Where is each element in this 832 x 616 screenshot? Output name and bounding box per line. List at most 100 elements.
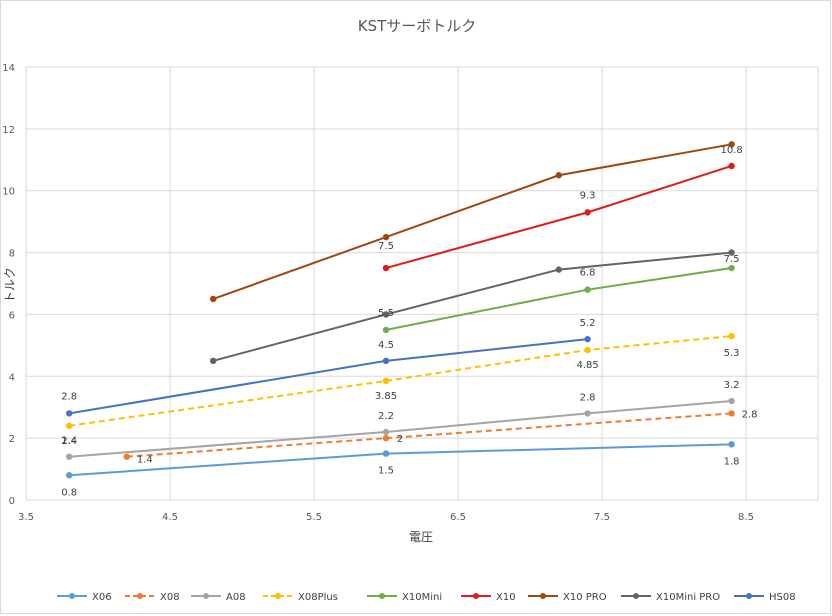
data-label: 2 — [397, 434, 403, 445]
data-point — [382, 311, 390, 318]
data-label: 1.4 — [61, 436, 77, 447]
y-tick-label: 6 — [9, 310, 15, 321]
x-tick-label: 3.5 — [18, 512, 34, 523]
data-label: 1.8 — [724, 456, 740, 467]
series-line — [385, 267, 732, 331]
data-point — [555, 172, 562, 179]
data-label: 3.85 — [375, 391, 397, 402]
data-label: 0.8 — [61, 487, 77, 498]
series-lines — [66, 141, 735, 479]
data-point — [584, 346, 591, 354]
data-label: 5.3 — [724, 348, 740, 359]
gridlines — [25, 66, 819, 501]
legend-label: A08 — [226, 592, 246, 603]
data-label: 5.2 — [580, 318, 596, 329]
legend-label: X06 — [92, 592, 112, 603]
data-point — [555, 266, 562, 273]
legend-label: X08Plus — [298, 592, 338, 603]
y-tick-label: 4 — [9, 372, 15, 383]
data-point — [728, 332, 735, 340]
x-tick-label: 6.5 — [450, 512, 466, 523]
series-line — [69, 400, 732, 458]
data-point — [382, 428, 390, 436]
data-label: 2.8 — [742, 409, 758, 420]
series-line — [212, 251, 732, 362]
data-point — [382, 264, 390, 272]
data-point — [728, 397, 735, 405]
data-point — [728, 264, 735, 272]
data-label: 1.4 — [137, 455, 153, 466]
data-label: 1.5 — [378, 466, 394, 477]
data-label: 7.5 — [378, 241, 394, 252]
x-tick-label: 8.5 — [738, 512, 754, 523]
legend-label: X10Mini PRO — [656, 592, 720, 603]
legend-marker — [69, 593, 75, 599]
legend-marker — [473, 593, 479, 599]
data-point — [584, 410, 591, 417]
x-tick-label: 7.5 — [594, 512, 610, 523]
legend-marker — [540, 593, 546, 599]
data-label: 2.8 — [580, 392, 596, 403]
data-label: 2.2 — [378, 411, 394, 422]
series-line — [126, 412, 732, 458]
legend-label: X10Mini — [402, 592, 442, 603]
y-tick-label: 10 — [2, 187, 15, 198]
y-tick-label: 0 — [9, 496, 15, 507]
data-point — [382, 434, 390, 442]
x-tick-label: 5.5 — [306, 512, 322, 523]
y-tick-label: 12 — [2, 125, 15, 136]
data-point — [728, 410, 735, 417]
data-point — [66, 453, 73, 460]
legend-marker — [275, 593, 281, 599]
legend-marker — [137, 593, 143, 599]
data-point — [210, 295, 217, 303]
legend-label: X10 PRO — [563, 592, 607, 603]
data-point — [584, 209, 591, 216]
legend-marker — [203, 593, 209, 599]
data-point — [382, 377, 390, 385]
chart-title: KSTサーボトルク — [358, 17, 477, 35]
axes: 3.5 4.5 5.5 6.5 7.5 8.5 0 2 4 6 8 10 12 14 — [2, 63, 754, 523]
legend-marker — [633, 593, 639, 599]
data-label: 10.8 — [720, 145, 742, 156]
data-point — [382, 326, 390, 334]
data-label: 5.5 — [378, 308, 394, 319]
data-label: 4.85 — [576, 360, 598, 371]
data-label: 7.5 — [724, 254, 740, 265]
y-axis-title: トルク — [3, 267, 17, 303]
data-label: 6.8 — [580, 268, 596, 279]
y-tick-label: 14 — [2, 63, 15, 74]
legend-marker — [746, 593, 752, 599]
data-point — [66, 422, 73, 429]
y-tick-label: 8 — [9, 249, 15, 260]
legend-label: X10 — [496, 592, 516, 603]
data-point — [382, 450, 390, 457]
data-label: 2.4 — [61, 436, 77, 447]
y-tick-label: 2 — [9, 434, 15, 445]
legend-label: X08 — [160, 592, 180, 603]
data-point — [584, 335, 591, 343]
data-label: 2.8 — [61, 391, 77, 402]
data-point — [728, 141, 735, 148]
data-label: 9.3 — [580, 190, 596, 201]
data-point — [382, 233, 390, 241]
legend: X06 X08 A08 X08Plus X10Mini X10 X10 PRO X10Mini… — [57, 592, 796, 603]
data-point — [728, 441, 735, 448]
data-label: 4.5 — [378, 340, 394, 351]
data-point — [66, 410, 73, 417]
data-point — [210, 357, 217, 365]
x-axis-title: 電圧 — [409, 530, 433, 544]
data-point — [728, 249, 735, 256]
series-line — [212, 143, 732, 300]
x-tick-label: 4.5 — [162, 512, 178, 523]
data-point — [382, 357, 390, 365]
legend-marker — [379, 593, 385, 599]
series-line — [69, 335, 732, 427]
data-point — [123, 453, 130, 460]
data-point — [728, 162, 735, 170]
legend-label: HS08 — [769, 592, 796, 603]
data-label: 3.2 — [724, 380, 740, 391]
data-labels: 0.8 1.5 1.8 1.4 2 2.8 1.4 2.2 2.8 3.2 2.4 3.85 4.85 5… — [61, 145, 757, 498]
